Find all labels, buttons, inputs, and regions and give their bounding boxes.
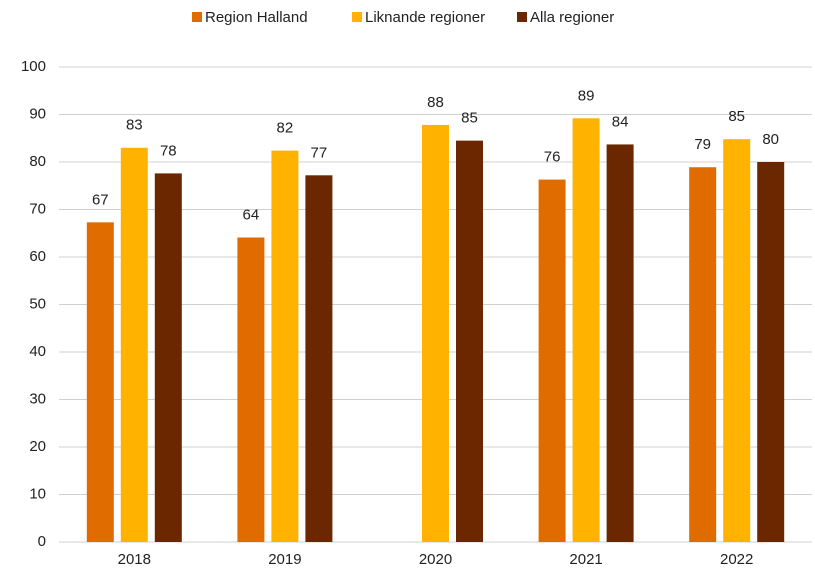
y-tick-label: 90 [29,105,46,122]
y-tick-label: 60 [29,248,46,265]
legend-swatch [192,12,202,22]
bar [606,144,634,543]
bar [723,139,751,542]
bar [237,237,265,542]
bar [305,175,333,543]
data-label: 85 [728,108,745,125]
x-tick-label: 2019 [268,551,301,568]
bar [86,222,114,542]
y-tick-label: 10 [29,485,46,502]
bar [538,179,566,542]
legend-label: Liknande regioner [365,9,485,26]
data-label: 83 [126,117,143,134]
y-tick-label: 0 [38,533,46,550]
data-label: 64 [243,206,260,223]
data-label: 78 [160,142,177,159]
bar [271,150,299,542]
legend-label: Region Halland [205,9,308,26]
bar [154,173,182,542]
data-label: 67 [92,191,109,208]
bar [757,162,785,542]
bar [689,167,717,542]
data-label: 76 [544,149,561,166]
y-tick-label: 30 [29,390,46,407]
y-tick-label: 100 [21,58,46,75]
bar [456,140,483,542]
data-label: 79 [694,136,711,153]
bar [120,147,148,542]
y-tick-label: 50 [29,295,46,312]
legend-label: Alla regioner [530,9,614,26]
data-label: 80 [762,131,779,148]
data-label: 82 [277,120,294,137]
data-label: 88 [427,94,444,111]
x-tick-label: 2021 [569,551,602,568]
data-label: 89 [578,87,595,104]
legend-swatch [517,12,527,22]
data-label: 77 [311,144,328,161]
y-tick-label: 70 [29,200,46,217]
x-tick-label: 2020 [419,551,452,568]
y-tick-label: 80 [29,153,46,170]
legend-swatch [352,12,362,22]
data-label: 84 [612,113,629,130]
data-label: 85 [461,110,478,127]
y-tick-label: 20 [29,438,46,455]
x-tick-label: 2022 [720,551,753,568]
bar [422,124,449,542]
y-tick-label: 40 [29,343,46,360]
bar [572,118,600,543]
x-tick-label: 2018 [118,551,151,568]
